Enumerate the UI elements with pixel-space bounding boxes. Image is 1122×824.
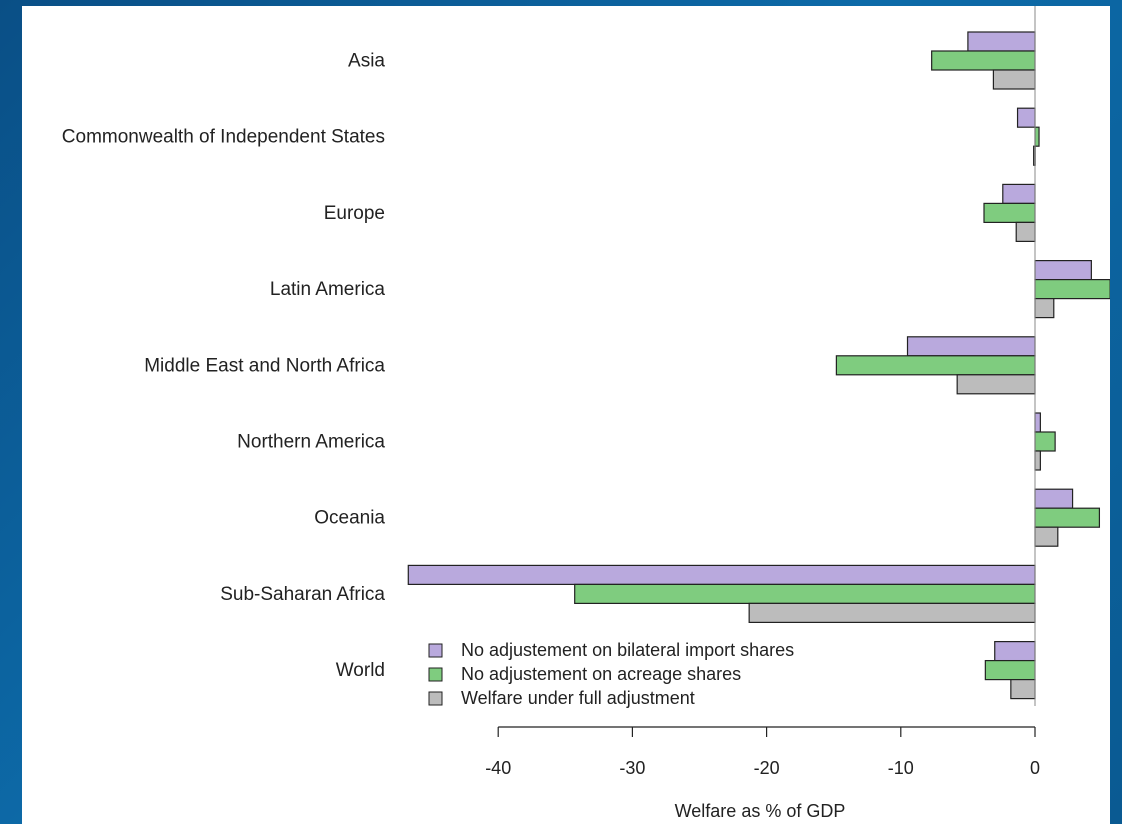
chart-panel: Asia Commonwealth of Independent States Eu… [22,6,1110,824]
legend-label: Welfare under full adjustment [461,688,695,708]
bar [994,640,1036,662]
category-label: World [336,660,385,681]
category-labels: Asia Commonwealth of Independent States Eu… [62,51,386,682]
bar [1010,678,1036,700]
bar [1015,221,1036,242]
category-label: Middle East and North Africa [144,355,385,376]
x-tick-label: -20 [754,758,780,778]
bar [1034,450,1041,471]
bar [1034,431,1056,452]
bar [1034,126,1040,147]
bar [1034,412,1041,433]
category-label: Europe [324,203,385,224]
category-label: Oceania [314,508,385,529]
bar [407,564,1036,586]
bar [574,583,1036,605]
legend-label: No adjustement on acreage shares [461,664,741,684]
category-label: Latin America [270,279,386,300]
bar [983,202,1036,223]
x-tick-label: 0 [1030,758,1040,778]
legend-swatch [428,643,443,658]
bars [407,31,1110,700]
bar [906,336,1036,357]
bar [835,355,1036,376]
x-tick-label: -10 [888,758,914,778]
bar [992,69,1036,90]
bar [931,50,1036,71]
welfare-bar-chart: Asia Commonwealth of Independent States Eu… [62,6,1110,821]
bar [1034,526,1059,547]
legend-swatch [428,667,443,682]
bar [1002,183,1036,204]
x-tick-label: -40 [485,758,511,778]
bar [748,602,1036,624]
bar [1034,298,1055,319]
bar [1034,507,1101,528]
legend-swatch [428,691,443,706]
bar [1034,279,1110,300]
bar [1016,107,1036,128]
category-label: Northern America [237,432,385,453]
bar [967,31,1036,52]
legend: No adjustement on bilateral import share… [428,640,794,708]
category-label: Sub-Saharan Africa [220,584,385,605]
category-label: Asia [348,51,385,72]
bar [1034,488,1074,509]
legend-label: No adjustement on bilateral import share… [461,640,794,660]
bar [1034,260,1092,281]
x-tick-label: -30 [619,758,645,778]
category-label: Commonwealth of Independent States [62,127,385,148]
bar [984,659,1036,681]
bar [956,374,1036,395]
x-axis: -40 -30 -20 -10 0 [485,726,1040,778]
x-axis-title: Welfare as % of GDP [675,801,846,821]
